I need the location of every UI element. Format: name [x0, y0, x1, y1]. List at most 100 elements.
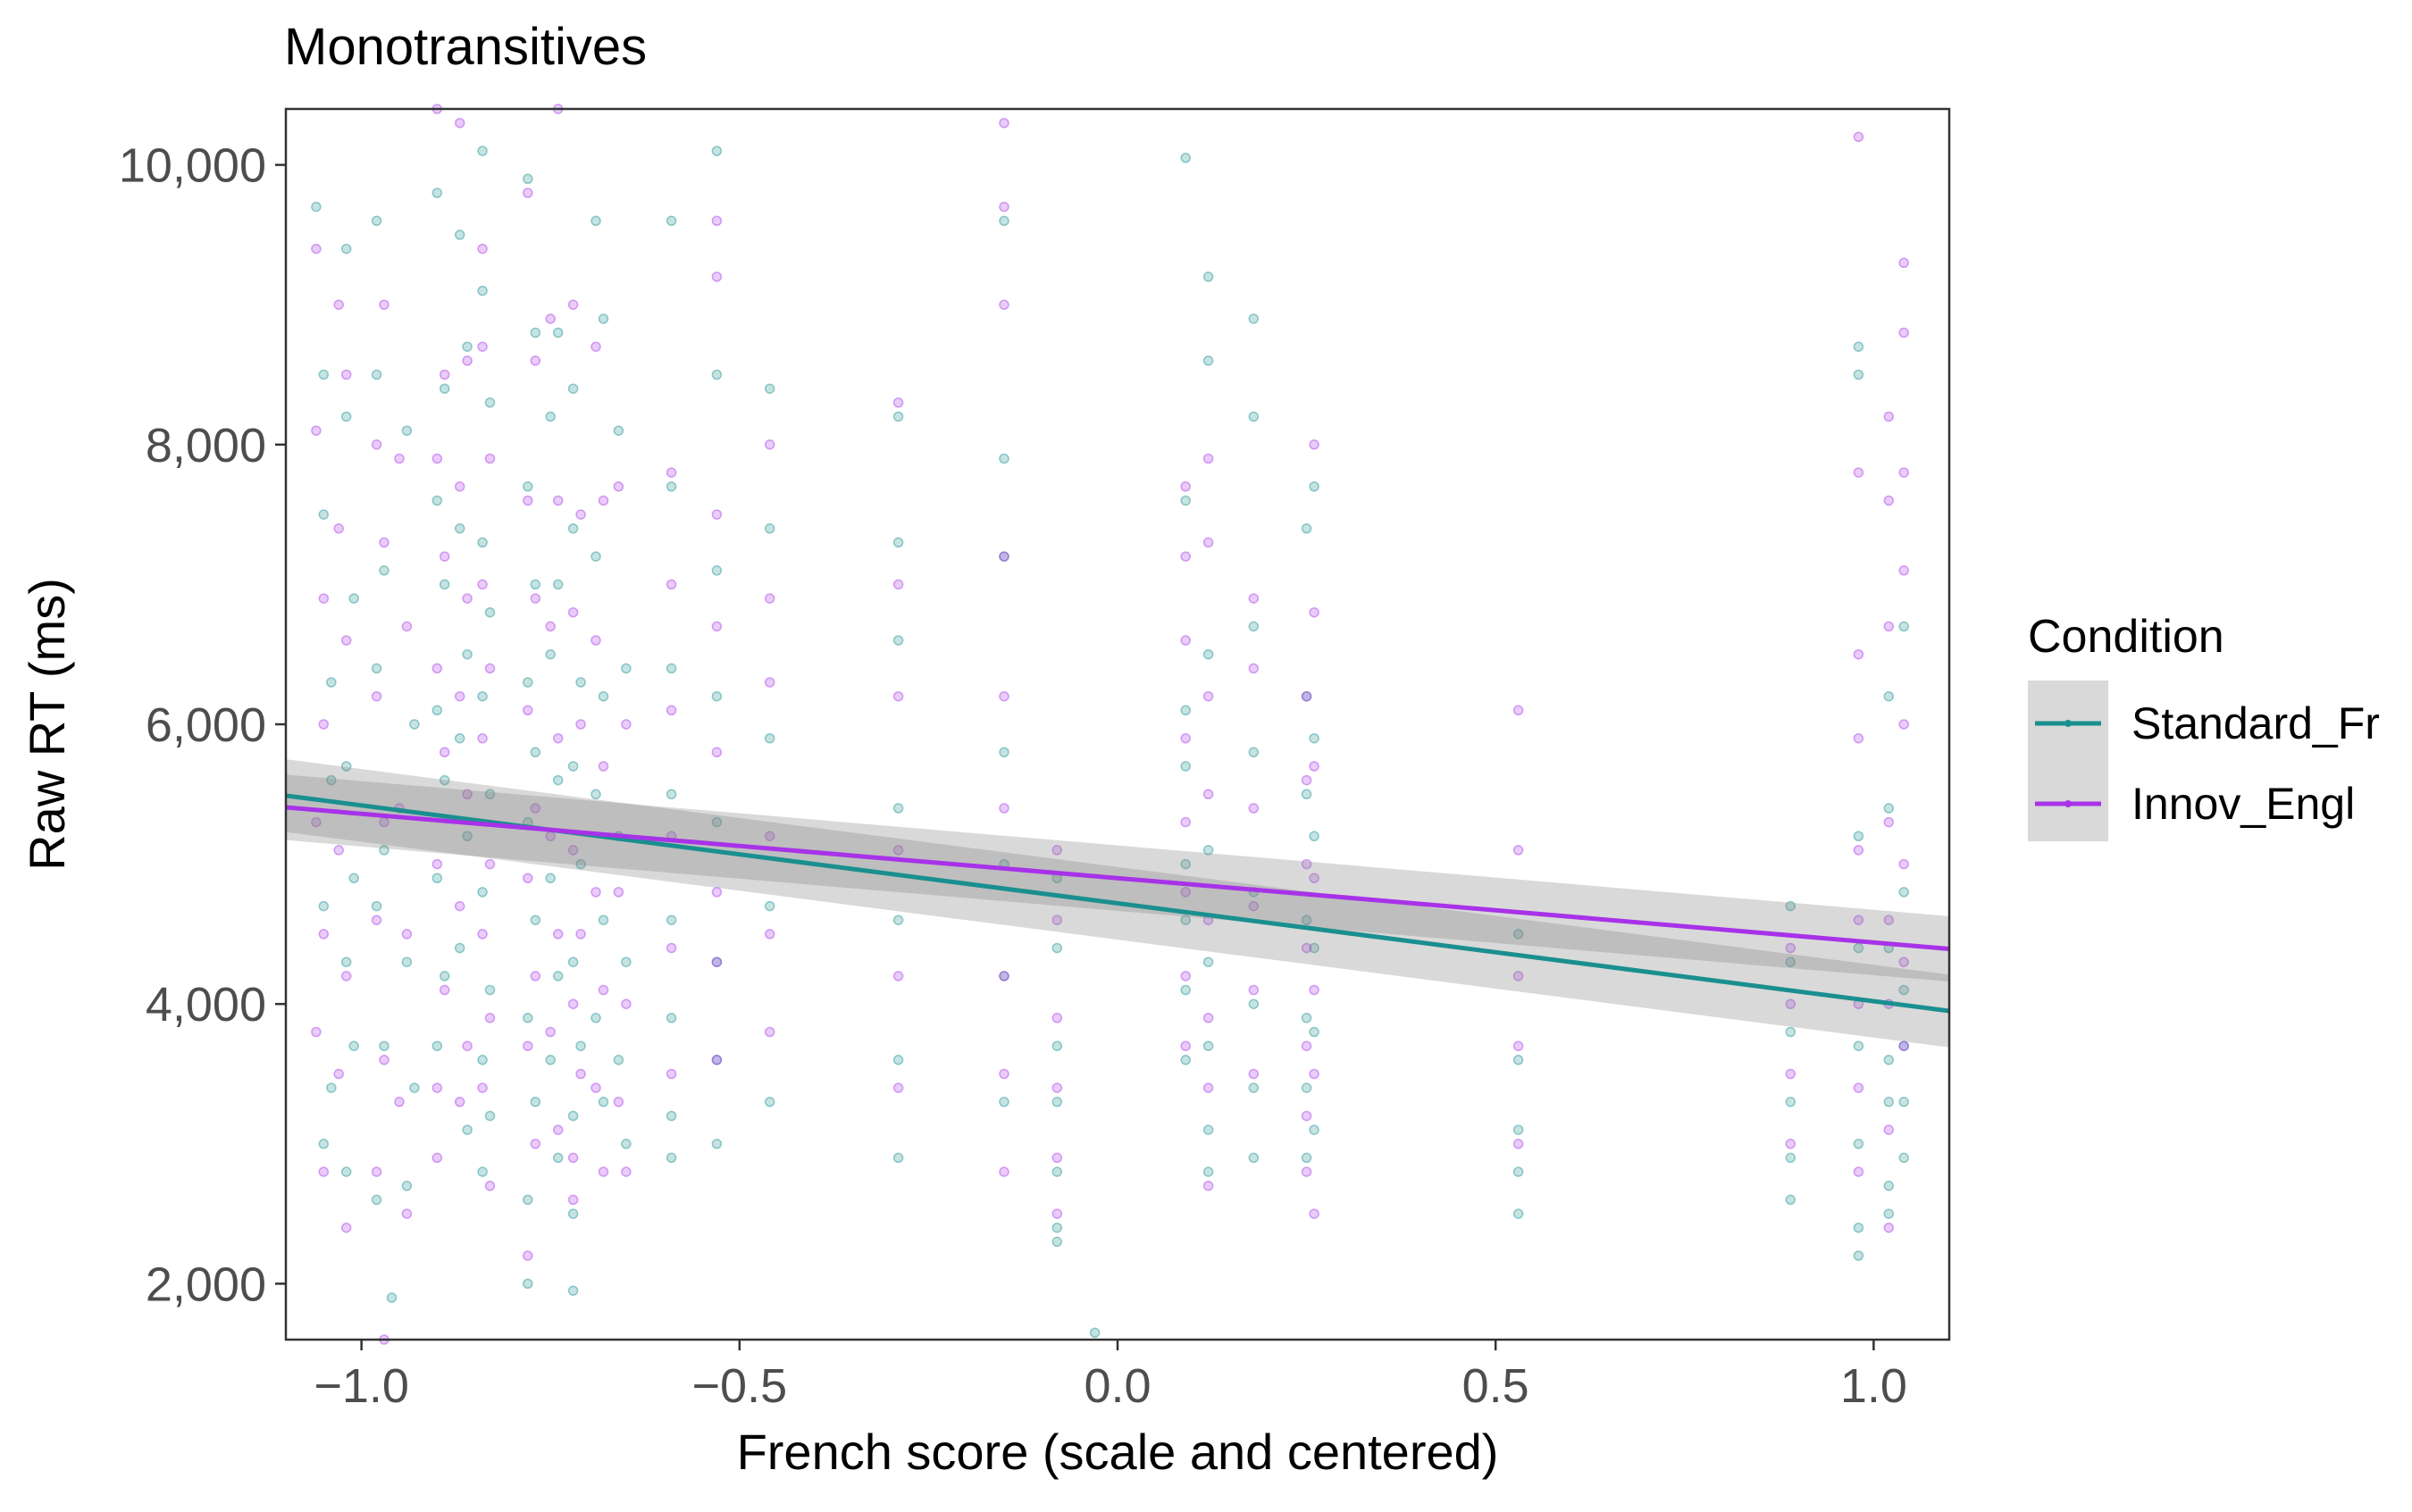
data-point-innov-engl [439, 551, 450, 562]
data-point-standard-fr [1785, 1097, 1796, 1107]
data-point-innov-engl [567, 1152, 579, 1164]
data-point-innov-engl [1309, 873, 1319, 884]
data-point-standard-fr [711, 690, 723, 702]
data-point-innov-engl [530, 1139, 541, 1149]
data-point-innov-engl [1180, 635, 1191, 646]
data-point-standard-fr [711, 369, 723, 380]
data-point-innov-engl [1883, 816, 1895, 828]
data-point-innov-engl [477, 929, 488, 940]
data-point-innov-engl [567, 1194, 579, 1206]
data-point-innov-engl [462, 1040, 473, 1051]
y-tick-label: 8,000 [146, 419, 266, 472]
data-point-standard-fr [431, 705, 443, 716]
data-point-innov-engl [1853, 648, 1864, 660]
data-point-innov-engl [311, 816, 322, 828]
data-point-standard-fr [711, 146, 723, 156]
data-point-innov-engl [462, 593, 473, 604]
data-point-standard-fr [1853, 831, 1864, 842]
data-point-standard-fr [477, 1166, 488, 1177]
data-point-standard-fr [1248, 621, 1260, 632]
data-point-innov-engl [523, 705, 533, 716]
data-point-standard-fr [1180, 984, 1191, 996]
data-point-standard-fr [590, 551, 601, 562]
data-point-standard-fr [764, 383, 775, 394]
data-point-standard-fr [1180, 1055, 1191, 1065]
data-point-innov-engl [590, 887, 601, 898]
data-point-innov-engl [431, 858, 443, 870]
data-point-innov-engl [439, 369, 450, 380]
data-point-standard-fr [371, 1194, 382, 1206]
data-point-standard-fr [711, 956, 723, 967]
data-point-standard-fr [1301, 523, 1312, 534]
data-point-standard-fr [590, 215, 601, 227]
data-point-standard-fr [1301, 690, 1312, 702]
data-point-innov-engl [1051, 915, 1063, 925]
data-point-standard-fr [567, 761, 579, 772]
data-point-innov-engl [575, 1068, 586, 1080]
data-point-innov-engl [477, 341, 488, 352]
data-point-innov-engl [575, 929, 586, 940]
data-point-innov-engl [598, 495, 609, 506]
data-point-standard-fr [552, 774, 564, 786]
data-point-innov-engl [530, 593, 541, 604]
data-point-innov-engl [711, 271, 723, 282]
data-point-innov-engl [1853, 1082, 1864, 1093]
data-point-standard-fr [1853, 341, 1864, 352]
data-point-standard-fr [545, 1055, 556, 1065]
data-point-innov-engl [1051, 1152, 1063, 1164]
data-point-innov-engl [892, 845, 904, 856]
data-point-innov-engl [523, 188, 533, 198]
data-point-innov-engl [371, 1166, 382, 1177]
data-point-innov-engl [1202, 1082, 1214, 1093]
data-point-innov-engl [1309, 1208, 1319, 1219]
data-point-innov-engl [999, 1166, 1009, 1177]
data-point-standard-fr [1248, 411, 1260, 422]
data-point-innov-engl [1309, 1068, 1319, 1080]
data-point-standard-fr [590, 789, 601, 800]
data-point-innov-engl [333, 1068, 344, 1080]
data-point-standard-fr [1180, 858, 1191, 870]
data-point-standard-fr [1202, 1040, 1214, 1051]
data-point-standard-fr [401, 425, 413, 436]
data-point-standard-fr [1309, 942, 1319, 954]
data-point-standard-fr [523, 481, 533, 492]
data-point-standard-fr [340, 1166, 352, 1177]
data-point-innov-engl [1785, 942, 1796, 954]
data-point-standard-fr [439, 383, 450, 394]
data-point-innov-engl [1248, 1068, 1260, 1080]
data-point-standard-fr [1248, 1082, 1260, 1093]
data-point-standard-fr [523, 1278, 533, 1290]
x-axis: −1.0 −0.5 0.0 0.5 1.0 [314, 1340, 1907, 1413]
data-point-innov-engl [394, 1097, 405, 1107]
data-point-innov-engl [1853, 915, 1864, 925]
data-point-standard-fr [711, 1139, 723, 1149]
data-point-innov-engl [1898, 858, 1909, 870]
x-tick-label: 1.0 [1840, 1359, 1907, 1413]
data-point-innov-engl [621, 719, 632, 730]
data-point-standard-fr [1051, 1236, 1063, 1248]
data-point-standard-fr [371, 900, 382, 912]
data-point-innov-engl [764, 831, 775, 842]
data-point-standard-fr [1785, 900, 1796, 912]
data-point-innov-engl [379, 299, 389, 310]
data-point-standard-fr [1202, 355, 1214, 366]
data-point-standard-fr [1898, 621, 1909, 632]
data-point-innov-engl [1202, 789, 1214, 800]
x-tick-label: −1.0 [314, 1359, 409, 1413]
data-point-standard-fr [1180, 495, 1191, 506]
data-point-standard-fr [545, 411, 556, 422]
data-point-standard-fr [1202, 648, 1214, 660]
data-point-innov-engl [462, 355, 473, 366]
data-point-standard-fr [1180, 915, 1191, 925]
data-point-innov-engl [711, 956, 723, 967]
data-point-standard-fr [530, 579, 541, 590]
data-point-standard-fr [340, 243, 352, 255]
data-point-standard-fr [1883, 1181, 1895, 1191]
data-point-standard-fr [598, 1097, 609, 1107]
data-point-innov-engl [318, 719, 330, 730]
x-tick-label: 0.5 [1462, 1359, 1529, 1413]
data-point-innov-engl [621, 998, 632, 1009]
data-point-standard-fr [1051, 1040, 1063, 1051]
data-point-standard-fr [598, 690, 609, 702]
data-point-innov-engl [371, 915, 382, 925]
